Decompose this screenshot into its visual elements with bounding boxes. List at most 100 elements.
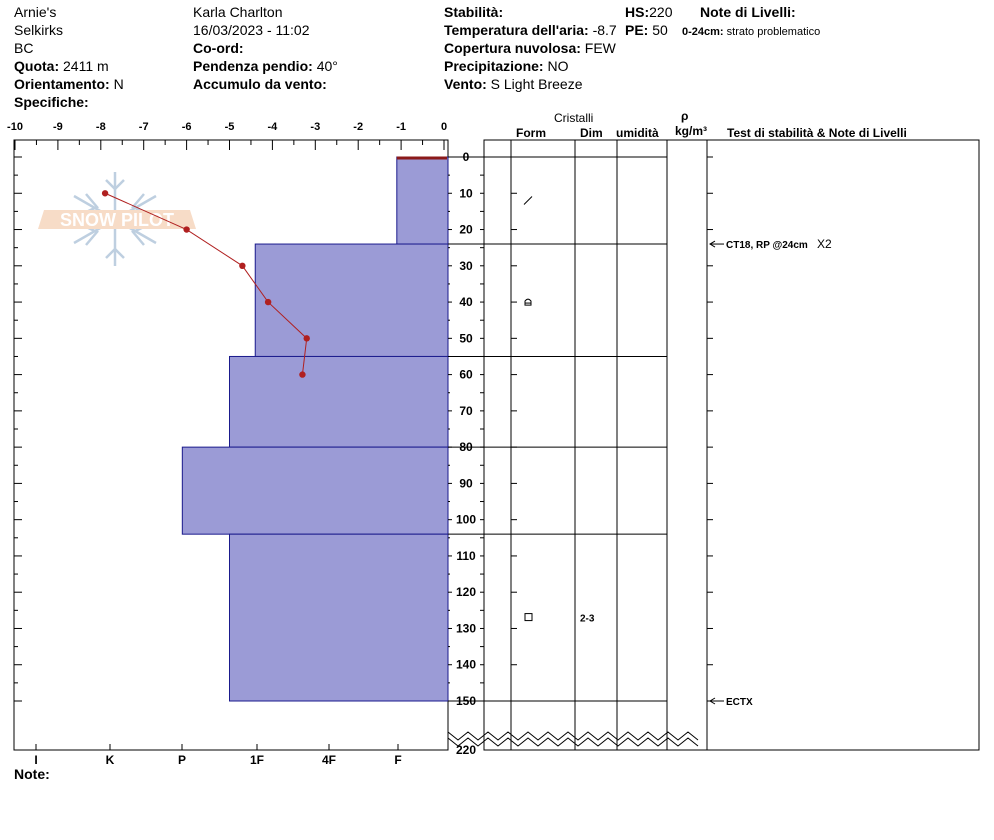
aspect-value: N [113,76,124,92]
observation-datetime: 16/03/2023 - 11:02 [193,22,310,38]
cloud-row: Copertura nuvolosa: FEW [444,40,616,56]
pe-value: 50 [652,22,668,38]
hardness-tick-label: I [34,753,37,767]
temperature-point [183,226,190,233]
stability-test-extra: X2 [817,237,832,251]
hardness-layers [181,156,449,702]
elevation-label: Quota: [14,58,60,74]
density-unit: kg/m³ [675,124,708,138]
stability-test-label: CT18, RP @24cm [726,240,808,251]
depth-tick-label: 30 [459,259,473,273]
wind-loading-label: Accumulo da vento: [193,76,327,92]
temperature-point [303,335,310,342]
hardness-layer-1 [254,243,449,357]
temp-tick-label: -2 [353,121,363,133]
stability-test-label: ECTX [726,697,753,708]
region-name: BC [14,40,34,56]
layers-table: 2-3 CT18, RP @24cm X2 ECTX [447,140,832,750]
depth-tick-label: 100 [456,513,476,527]
form-header: Form [516,126,546,140]
depth-tick-label: 220 [456,743,476,757]
snowpilot-logo: SNOW PILOT [38,172,196,266]
aspect-label: Orientamento: [14,76,110,92]
aspect-row: Orientamento: N [14,76,124,92]
hardness-tick-label: P [178,753,186,767]
temperature-profile [101,190,310,378]
hardness-tick-label: 4F [322,753,336,767]
pe-label: PE: [625,22,649,38]
temperature-point [264,298,272,306]
temp-tick-label: -3 [310,121,320,133]
wind-label: Vento: [444,76,487,92]
layer-note-row: 0-24cm: strato problematico [682,24,820,40]
hardness-layer-4 [229,533,449,702]
logo-text: SNOW PILOT [60,210,174,230]
depth-tick-label: 50 [459,331,473,345]
test-arrowhead [709,240,716,248]
depth-tick-label: 40 [459,295,473,309]
depth-tick-label: 110 [456,549,476,563]
depth-tick-label: 20 [459,223,473,237]
wind-value: S Light Breeze [490,76,583,92]
depth-tick-label: 130 [456,621,476,635]
temp-tick-label: -10 [7,121,23,133]
axes: -10 -9 -8 -7 -6 -5 -4 -3 -2 -1 0010203040506070809… [7,121,484,767]
test-arrowhead [709,697,716,705]
depth-break-zigzag [447,731,699,741]
layer-notes-label: Note di Livelli: [700,4,796,20]
precip-label: Precipitazione: [444,58,544,74]
temperature-point [239,262,246,269]
precip-value: NO [547,58,569,74]
depth-break-zigzag [447,737,699,747]
cloud-label: Copertura nuvolosa: [444,40,581,56]
crystal-form-icon [524,298,532,306]
depth-tick-label: 140 [456,658,476,672]
crystal-size-label: 2-3 [580,614,595,625]
temperature-point [299,371,306,378]
precip-row: Precipitazione: NO [444,58,568,74]
location-name: Arnie's [14,4,57,20]
crystal-form-icon [523,196,533,205]
hs-row: HS:220 [625,4,672,20]
depth-tick-label: 120 [456,585,476,599]
layer-note-range: 0-24cm: [682,26,724,38]
stability-label: Stabilità: [444,4,504,20]
elevation-value: 2411 m [63,58,109,74]
air-temp-row: Temperatura dell'aria: -8.7 [444,22,617,38]
slope-row: Pendenza pendio: 40° [193,58,338,74]
hardness-layer-0 [396,156,449,245]
hardness-tick-label: F [394,753,401,767]
hardness-layer-3 [181,446,449,535]
coords-label: Co-ord: [193,40,244,56]
hs-label: HS: [625,4,650,20]
temp-tick-label: -9 [53,121,63,133]
temp-tick-label: -4 [268,121,279,133]
depth-tick-label: 70 [459,404,473,418]
hardness-layer-2 [229,355,449,448]
slope-value: 40° [316,58,338,74]
wind-row: Vento: S Light Breeze [444,76,583,92]
temp-tick-label: -7 [139,121,149,133]
notes-label: Note: [14,766,50,782]
temp-tick-label: -8 [96,121,106,133]
temperature-line [104,192,308,375]
hs-value: 220 [649,4,673,20]
crystals-header: Cristalli [554,111,594,125]
crystal-form-icon [524,613,533,622]
layers-table-frame [483,139,980,751]
air-temp-label: Temperatura dell'aria: [444,22,589,38]
range-name: Selkirks [14,22,64,38]
cloud-value: FEW [584,40,616,56]
temperature-point [101,190,109,197]
depth-tick-label: 60 [459,368,473,382]
depth-tick-label: 10 [459,186,473,200]
elevation-row: Quota: 2411 m [14,58,109,74]
temp-tick-label: 0 [441,121,447,133]
temp-tick-label: -1 [396,121,406,133]
hardness-tick-label: 1F [250,753,264,767]
pe-row: PE: 50 [625,22,668,38]
specifics-label: Specifiche: [14,94,89,110]
depth-tick-label: 90 [459,476,473,490]
air-temp-value: -8.7 [592,22,617,38]
